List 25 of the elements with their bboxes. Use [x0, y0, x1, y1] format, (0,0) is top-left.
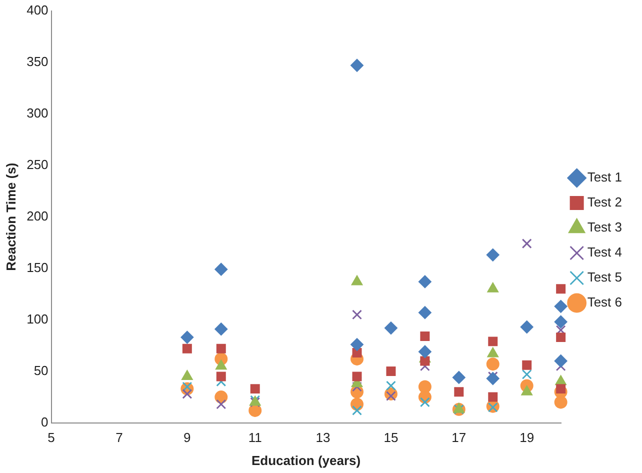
x-tick-label: 5	[48, 430, 55, 446]
legend-label: Test 3	[587, 220, 622, 235]
x-tick-label: 15	[384, 430, 398, 446]
y-tick-label: 250	[26, 156, 48, 172]
legend-label: Test 5	[587, 270, 622, 285]
legend-label: Test 2	[587, 194, 622, 210]
legend-label: Test 4	[587, 244, 622, 260]
x-axis-title: Education (years)	[252, 452, 361, 468]
x-tick-label: 13	[316, 430, 330, 446]
y-axis-title: Reaction Time (s)	[3, 162, 18, 271]
y-tick-label: 100	[26, 311, 48, 326]
y-tick-label: 50	[34, 362, 48, 378]
y-tick-label: 350	[26, 54, 48, 69]
legend-label: Test 6	[587, 294, 622, 310]
x-tick-label: 17	[452, 430, 466, 446]
x-tick-label: 7	[116, 430, 123, 446]
y-tick-label: 0	[41, 414, 48, 430]
y-tick-label: 400	[26, 2, 48, 18]
x-tick-label: 11	[248, 430, 262, 446]
y-tick-label: 300	[26, 105, 48, 120]
x-tick-label: 19	[520, 430, 534, 446]
x-tick-label: 9	[184, 430, 191, 446]
y-tick-label: 150	[26, 260, 48, 275]
y-tick-label: 200	[26, 208, 48, 224]
legend-label: Test 1	[587, 170, 622, 185]
